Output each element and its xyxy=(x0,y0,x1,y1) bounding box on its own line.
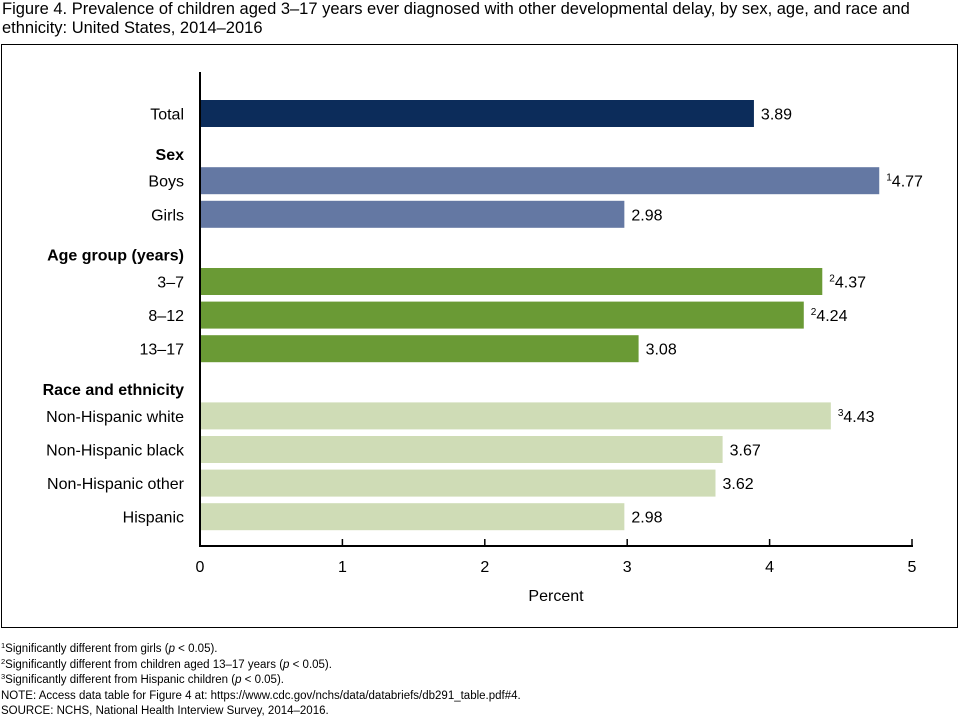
bar-non-hispanic-black xyxy=(200,436,723,463)
category-label: 13–17 xyxy=(140,342,185,359)
footnote-1: 1Significantly different from girls (p <… xyxy=(1,641,218,655)
data-label: 14.77 xyxy=(886,173,923,191)
data-label: 3.89 xyxy=(761,107,792,124)
data-label: 3.67 xyxy=(730,443,761,460)
data-label-superscript: 1 xyxy=(886,173,892,184)
data-label: 3.62 xyxy=(722,476,753,493)
bar-13-17 xyxy=(200,335,639,363)
x-axis-label: Percent xyxy=(528,588,584,605)
data-label: 24.37 xyxy=(829,274,866,292)
x-tick-label: 5 xyxy=(908,559,917,576)
category-label: Total xyxy=(150,107,184,124)
x-tick-label: 2 xyxy=(480,559,489,576)
figure-title: Figure 4. Prevalence of children aged 3–… xyxy=(2,0,910,37)
bar-non-hispanic-white xyxy=(200,402,831,430)
bar-girls xyxy=(200,200,625,228)
bar-total xyxy=(200,100,754,127)
data-label-superscript: 3 xyxy=(838,408,844,419)
data-label-value: 4.37 xyxy=(835,275,866,292)
category-label: Non-Hispanic other xyxy=(47,476,185,493)
group-heading: Sex xyxy=(156,147,185,164)
data-label: 3.08 xyxy=(646,342,677,359)
category-label: Girls xyxy=(151,207,184,224)
data-label-value: 4.77 xyxy=(892,174,923,191)
bar-3-7 xyxy=(200,268,823,295)
x-tick-label: 3 xyxy=(623,559,632,576)
footnote-3: 3Significantly different from Hispanic c… xyxy=(1,672,284,686)
x-tick-label: 0 xyxy=(196,559,205,576)
group-heading: Age group (years) xyxy=(47,248,184,265)
footnote-2: 2Significantly different from children a… xyxy=(1,656,332,671)
footnotes: 1Significantly different from girls (p <… xyxy=(1,642,956,720)
group-heading: Race and ethnicity xyxy=(43,382,184,399)
category-label: 3–7 xyxy=(157,275,184,292)
data-label-superscript: 2 xyxy=(811,307,817,318)
data-label: 34.43 xyxy=(838,408,875,426)
chart-frame xyxy=(1,44,958,628)
footnote-note: NOTE: Access data table for Figure 4 at:… xyxy=(1,689,521,702)
data-label: 2.98 xyxy=(631,510,662,527)
data-label: 24.24 xyxy=(811,307,848,325)
data-label-value: 4.24 xyxy=(816,308,847,325)
category-label: Boys xyxy=(148,174,184,191)
x-tick-label: 4 xyxy=(765,559,774,576)
bar-boys xyxy=(200,167,880,195)
data-label-value: 4.43 xyxy=(843,409,874,426)
data-label-superscript: 2 xyxy=(829,274,835,285)
data-label: 2.98 xyxy=(631,207,662,224)
footnote-source: SOURCE: NCHS, National Health Interview … xyxy=(1,705,329,717)
category-label: Non-Hispanic white xyxy=(46,409,184,426)
bar-non-hispanic-other xyxy=(200,469,716,497)
category-label: Hispanic xyxy=(123,510,184,527)
bar-hispanic xyxy=(200,503,625,531)
x-tick-label: 1 xyxy=(338,559,347,576)
category-label: 8–12 xyxy=(148,308,184,325)
bar-8-12 xyxy=(200,301,804,329)
category-label: Non-Hispanic black xyxy=(46,443,185,460)
